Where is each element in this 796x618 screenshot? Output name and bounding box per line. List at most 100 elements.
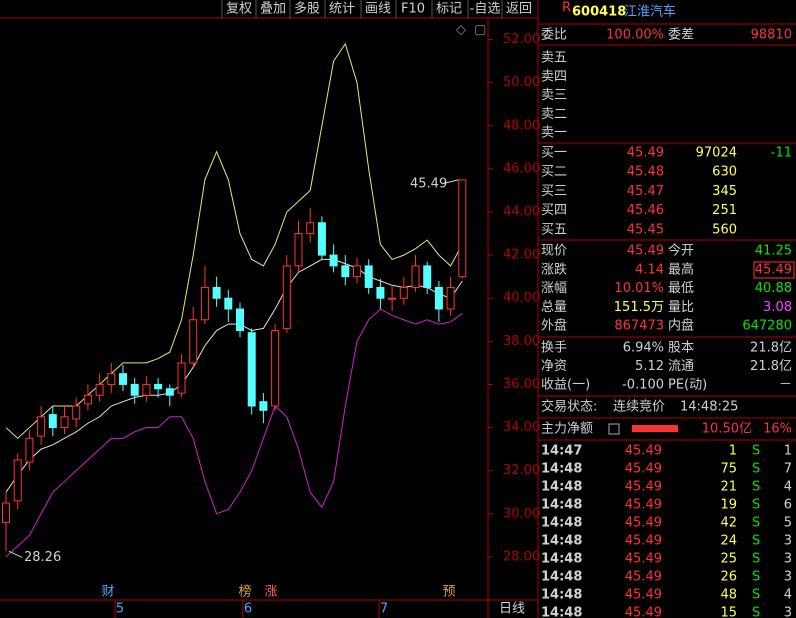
high-box — [753, 261, 795, 279]
status-value: 连续竞价 — [613, 399, 665, 415]
tick-count: 3 — [784, 570, 792, 585]
tick-count: 4 — [784, 480, 792, 495]
buy-label: 买四 — [541, 203, 567, 218]
event-marker[interactable]: 榜 — [238, 584, 251, 600]
event-marker[interactable]: 预 — [442, 585, 455, 600]
y-tick-label: 44.00 — [503, 205, 540, 220]
tick-volume: 48 — [720, 588, 737, 603]
tick-volume: 75 — [720, 462, 737, 477]
fund-value: 6.94% — [623, 341, 664, 356]
event-marker[interactable]: 财 — [101, 585, 114, 600]
lower-band — [5, 308, 463, 558]
toolbar-button[interactable]: -自选 — [470, 2, 501, 17]
fund-value: 21.8亿 — [750, 341, 792, 356]
stat-value: 151.5万 — [614, 300, 664, 315]
upper-band — [5, 42, 463, 440]
candle-body — [399, 286, 408, 299]
candle-body — [282, 265, 291, 329]
stat-value: 3.08 — [763, 300, 792, 315]
tick-side: S — [752, 498, 760, 513]
toolbar-button[interactable]: F10 — [401, 2, 425, 17]
tick-count: 3 — [784, 534, 792, 549]
diamond-icon[interactable]: ◇ — [456, 23, 466, 38]
buy-volume: 560 — [712, 222, 737, 237]
candle-body — [458, 179, 467, 278]
y-tick-label: 38.00 — [503, 334, 540, 349]
stat-value: 40.88 — [755, 281, 792, 296]
stat-label: 最高 — [668, 261, 694, 277]
event-marker[interactable]: 涨 — [264, 585, 277, 600]
period-label[interactable]: 日线 — [499, 602, 525, 617]
box-icon[interactable]: ▢ — [474, 23, 486, 38]
tick-side: S — [752, 570, 760, 585]
sell-label: 卖四 — [541, 69, 567, 84]
tick-price: 45.49 — [625, 516, 662, 531]
stat-label: 涨幅 — [541, 281, 567, 296]
candle-body — [306, 222, 315, 235]
y-tick-label: 34.00 — [503, 420, 540, 435]
tick-price: 45.49 — [625, 534, 662, 549]
tick-price: 45.49 — [625, 552, 662, 567]
tick-price: 45.49 — [625, 462, 662, 477]
candle-body — [341, 265, 350, 278]
tick-price: 45.49 — [625, 570, 662, 585]
buy-volume: 345 — [712, 184, 737, 199]
annotation-arrow — [441, 179, 459, 185]
candle-body — [119, 373, 127, 385]
tick-volume: 15 — [720, 606, 737, 618]
candle-body — [388, 297, 397, 300]
toolbar-button[interactable]: 多股 — [294, 1, 320, 17]
candle-body — [107, 373, 116, 385]
main-icon — [608, 423, 620, 435]
tick-side: S — [752, 552, 760, 567]
buy-label: 买五 — [541, 222, 567, 237]
tick-side: S — [752, 462, 760, 477]
stat-label: 涨跌 — [541, 261, 567, 277]
main-pct: 16% — [763, 422, 792, 437]
status-label: 交易状态: — [541, 399, 597, 415]
stat-value: 45.49 — [627, 244, 664, 259]
tick-count: 1 — [784, 444, 792, 459]
toolbar-button[interactable]: 复权 — [226, 1, 252, 17]
stat-value: 41.25 — [755, 244, 792, 259]
tick-volume: 1 — [729, 444, 737, 459]
tick-time: 14:48 — [541, 570, 582, 585]
toolbar-button[interactable]: 标记 — [436, 2, 462, 17]
sell-label: 卖三 — [541, 88, 567, 103]
status-time: 14:48:25 — [680, 400, 738, 415]
tick-count: 3 — [784, 606, 792, 618]
toolbar-button[interactable]: 返回 — [506, 2, 532, 17]
candle-body — [2, 502, 10, 523]
stock-name: 江淮汽车 — [624, 4, 676, 20]
row-label: 委比 — [541, 28, 567, 43]
buy-label: 买三 — [541, 184, 567, 199]
stat-value: 4.14 — [635, 262, 664, 277]
tick-time: 14:48 — [541, 462, 582, 477]
tick-side: S — [752, 606, 760, 618]
y-tick-label: 50.00 — [503, 75, 540, 90]
stat-value: 10.01% — [614, 281, 664, 296]
stat-label: 今开 — [668, 243, 694, 259]
stat-value: 867473 — [614, 319, 664, 334]
tick-side: S — [752, 588, 760, 603]
candle-body — [353, 265, 361, 278]
candle-body — [37, 416, 46, 437]
candle-body — [271, 330, 280, 407]
annotation: 45.49 — [410, 176, 447, 191]
tick-side: S — [752, 516, 760, 531]
tick-time: 14:48 — [541, 606, 582, 618]
toolbar-button[interactable]: 叠加 — [260, 2, 286, 17]
candle-body — [189, 319, 198, 364]
date-label: 6 — [244, 602, 252, 617]
y-tick-label: 28.00 — [503, 549, 540, 564]
fund-value: 5.12 — [635, 359, 664, 374]
toolbar-button[interactable]: 画线 — [365, 2, 391, 17]
candle-body — [95, 383, 104, 396]
candle-body — [247, 332, 256, 407]
stat-value: 45.49 — [755, 262, 792, 277]
fund-value: 21.8亿 — [750, 359, 792, 374]
tick-time: 14:48 — [541, 552, 582, 567]
toolbar-button[interactable]: 统计 — [329, 2, 355, 17]
